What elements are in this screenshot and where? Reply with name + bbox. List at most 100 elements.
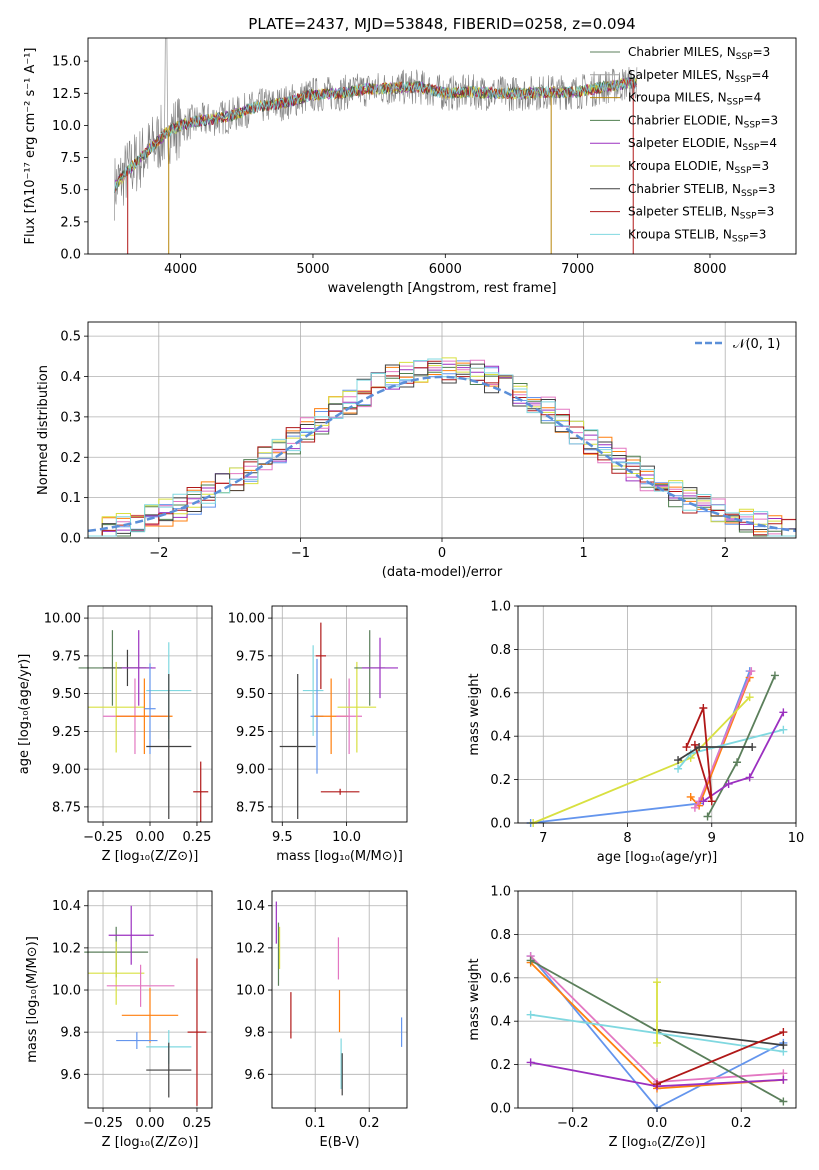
weight-line <box>656 1029 784 1046</box>
x-axis-label: wavelength [Angstrom, rest frame] <box>328 281 557 296</box>
x-tick-label: 6000 <box>429 262 462 277</box>
weight-marker <box>707 797 716 806</box>
x-tick-label: 2 <box>721 546 729 561</box>
y-tick-label: 15.0 <box>52 55 81 70</box>
errorbar-point <box>320 788 360 795</box>
y-axis-label: mass [log₁₀(M/M⊙)] <box>25 936 40 1063</box>
y-tick-label: 10.4 <box>236 899 265 914</box>
weight_vs_age-frame <box>517 605 797 824</box>
y-tick-label: 9.6 <box>60 1068 81 1083</box>
y-tick-label: 0.4 <box>490 730 511 745</box>
x-tick-label: 0.1 <box>305 1116 326 1131</box>
y-axis-label: mass weight <box>467 673 482 755</box>
y-axis-label: Flux [fλ10⁻¹⁷ erg cm⁻² s⁻¹ A⁻¹] <box>23 48 38 245</box>
spectrum-data-line <box>114 38 638 221</box>
residuals-plot-area <box>87 357 797 537</box>
errorbar-point <box>116 678 173 755</box>
weight-marker <box>779 1097 788 1106</box>
weight-marker <box>690 740 699 749</box>
weight-marker <box>733 758 742 767</box>
x-axis-label: Z [log₁₀(Z/Z⊙)] <box>102 1135 199 1150</box>
errorbar-point <box>315 622 326 690</box>
y-tick-label: 0.3 <box>60 410 81 425</box>
y-tick-label: 9.50 <box>52 687 81 702</box>
y-tick-label: 10.2 <box>236 941 265 956</box>
x-tick-label: 0.25 <box>182 830 211 845</box>
weight-marker <box>699 703 708 712</box>
x-tick-label: 7000 <box>561 262 594 277</box>
x-tick-label: 9 <box>708 831 716 846</box>
y-tick-label: 9.8 <box>244 1026 265 1041</box>
x-tick-label: 4000 <box>164 262 197 277</box>
y-axis-label: Normed distribution <box>36 365 51 495</box>
residual-histogram <box>88 358 796 537</box>
mass_vs_ebv-plot-area <box>275 901 403 1096</box>
legend-suffix: =3 <box>753 45 771 59</box>
weight-marker <box>699 797 708 806</box>
y-tick-label: 0.8 <box>490 928 511 943</box>
y-tick-label: 2.5 <box>60 215 81 230</box>
weight-marker <box>747 667 756 676</box>
legend-suffix: =4 <box>744 91 762 105</box>
legend-label: Kroupa STELIB, N <box>628 227 732 241</box>
legend-entry: Kroupa STELIB, NSSP=3 <box>628 227 766 244</box>
legend-entry: Chabrier MILES, NSSP=3 <box>628 45 770 62</box>
legend-label: 𝒩(0, 1) <box>733 337 780 352</box>
legend-entry: Chabrier ELODIE, NSSP=3 <box>628 113 778 130</box>
y-tick-label: 10.4 <box>52 899 81 914</box>
normal-curve <box>87 375 797 533</box>
errorbar-point <box>121 987 179 1043</box>
y-tick-label: 8.75 <box>236 800 265 815</box>
legend-label: Kroupa ELODIE, N <box>628 159 735 173</box>
weight-marker <box>674 756 683 765</box>
legend-suffix: =3 <box>758 182 776 196</box>
legend-entry: Kroupa MILES, NSSP=4 <box>628 91 761 108</box>
x-tick-label: 0 <box>438 546 446 561</box>
errorbar-point <box>88 941 145 1005</box>
y-axis-label: mass weight <box>467 958 482 1040</box>
y-tick-label: 9.75 <box>236 649 265 664</box>
legend-label: Kroupa MILES, N <box>628 91 727 105</box>
weight-marker <box>695 743 704 752</box>
y-tick-label: 1.0 <box>490 600 511 615</box>
chart-title: PLATE=2437, MJD=53848, FIBERID=0258, z=0… <box>248 15 635 33</box>
legend-suffix: =3 <box>751 159 769 173</box>
weight-marker <box>526 1058 535 1067</box>
model-line <box>114 76 637 193</box>
weight-marker <box>703 812 712 821</box>
y-tick-label: 0.2 <box>490 773 511 788</box>
weight_vs_Z-frame <box>517 890 797 1109</box>
age_vs_mass-frame <box>271 605 408 823</box>
x-tick-label: −1 <box>291 546 310 561</box>
y-tick-label: 10.0 <box>52 984 81 999</box>
legend-label: Chabrier ELODIE, N <box>628 113 744 127</box>
y-tick-label: 10.00 <box>44 612 81 627</box>
errorbar-point <box>337 661 377 753</box>
y-tick-label: 10.2 <box>52 941 81 956</box>
x-tick-label: 8000 <box>693 262 726 277</box>
y-tick-label: 9.00 <box>52 763 81 778</box>
weight-marker <box>526 956 535 965</box>
age_vs_Z-panel: −0.25 0.00 0.25 8.75 9.00 9.25 9.50 9.75 10.00 Z … <box>17 605 213 864</box>
errorbar-point <box>88 661 145 753</box>
model-line <box>114 76 637 193</box>
errorbar-point <box>302 645 324 736</box>
legend-entry: Chabrier STELIB, NSSP=3 <box>628 182 776 199</box>
spectrum-frame <box>87 37 797 255</box>
y-tick-label: 12.5 <box>52 87 81 102</box>
x-tick-label: −0.2 <box>557 1116 589 1131</box>
x-tick-label: −0.25 <box>83 1116 123 1131</box>
y-tick-label: 8.75 <box>52 800 81 815</box>
weight-marker <box>686 792 695 801</box>
legend-subscript: SSP <box>727 98 744 108</box>
age_vs_mass-plot-area <box>279 622 398 819</box>
residuals-panel: −2 −1 0 1 2 0.0 0.1 0.2 0.3 0.4 0.5 (data-model)/er… <box>36 321 797 580</box>
y-tick-label: 10.00 <box>228 612 265 627</box>
legend-label: Chabrier STELIB, N <box>628 182 741 196</box>
legend-subscript: SSP <box>735 166 752 176</box>
legend-subscript: SSP <box>742 143 759 153</box>
y-tick-label: 9.50 <box>236 687 265 702</box>
legend-subscript: SSP <box>744 120 761 130</box>
